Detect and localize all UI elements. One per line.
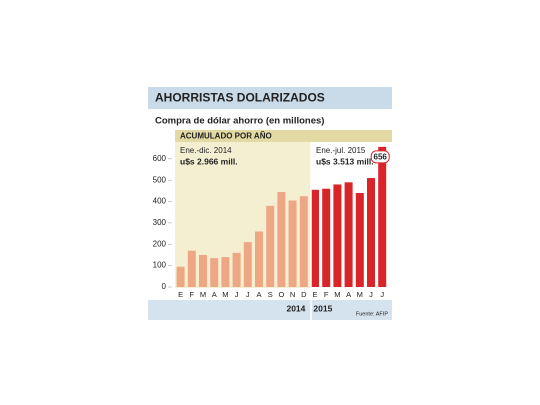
y-tick-label: 0 (162, 282, 167, 291)
bar (344, 182, 353, 287)
x-tick-label: O (278, 290, 284, 299)
bar (288, 200, 297, 287)
y-tick-label: 100 (153, 261, 167, 270)
annotation: u$s 3.513 mill. (316, 156, 374, 166)
title-bar (148, 87, 392, 109)
x-tick-label: D (301, 290, 307, 299)
bar (322, 188, 331, 287)
chart-subtitle: Compra de dólar ahorro (en millones) (155, 116, 324, 127)
x-tick-label: F (324, 290, 329, 299)
x-tick-label: A (212, 290, 217, 299)
bar (333, 184, 342, 287)
bar (210, 258, 219, 287)
banner-text: ACUMULADO POR AÑO (180, 132, 272, 141)
x-tick-label: A (256, 290, 261, 299)
y-tick-label: 200 (153, 239, 167, 248)
banner (175, 130, 392, 142)
footer-bar (148, 300, 392, 320)
x-tick-label: N (290, 290, 295, 299)
bar (299, 196, 308, 287)
bar (266, 205, 275, 287)
bar (187, 250, 196, 287)
y-tick-label: 600 (153, 154, 167, 163)
bar (277, 191, 286, 287)
y-tick-label: 500 (153, 175, 167, 184)
x-tick-label: M (357, 290, 363, 299)
bar (176, 266, 185, 287)
chart-title: AHORRISTAS DOLARIZADOS (155, 91, 325, 105)
y-tick-label: 400 (153, 197, 167, 206)
annotation: u$s 2.966 mill. (180, 156, 238, 166)
annotation: Ene.-jul. 2015 (316, 146, 366, 155)
source: Fuente: AFIP (356, 311, 388, 317)
x-tick-label: E (178, 290, 183, 299)
bar (243, 242, 252, 287)
value-label-box (370, 150, 390, 164)
bar (232, 252, 241, 287)
panel-2014 (175, 142, 311, 288)
series-year-label: 2015 (313, 303, 332, 313)
x-tick-label: S (268, 290, 273, 299)
bar (221, 257, 230, 287)
bar (255, 231, 263, 287)
value-label: 656 (374, 152, 388, 161)
bar (311, 189, 319, 287)
x-tick-label: J (246, 290, 250, 299)
x-tick-label: J (235, 290, 239, 299)
x-tick-label: A (346, 290, 351, 299)
series-year-label: 2014 (286, 303, 305, 313)
bar (355, 193, 364, 287)
x-tick-label: M (334, 290, 340, 299)
bar (367, 178, 375, 287)
x-tick-label: J (369, 290, 373, 299)
x-tick-label: M (200, 290, 206, 299)
y-tick-label: 300 (153, 218, 167, 227)
x-tick-label: J (380, 290, 384, 299)
bar (378, 146, 387, 287)
x-tick-label: M (222, 290, 228, 299)
x-tick-label: F (190, 290, 195, 299)
bar (199, 254, 207, 287)
annotation: Ene.-dic. 2014 (180, 146, 232, 155)
x-tick-label: E (312, 290, 317, 299)
